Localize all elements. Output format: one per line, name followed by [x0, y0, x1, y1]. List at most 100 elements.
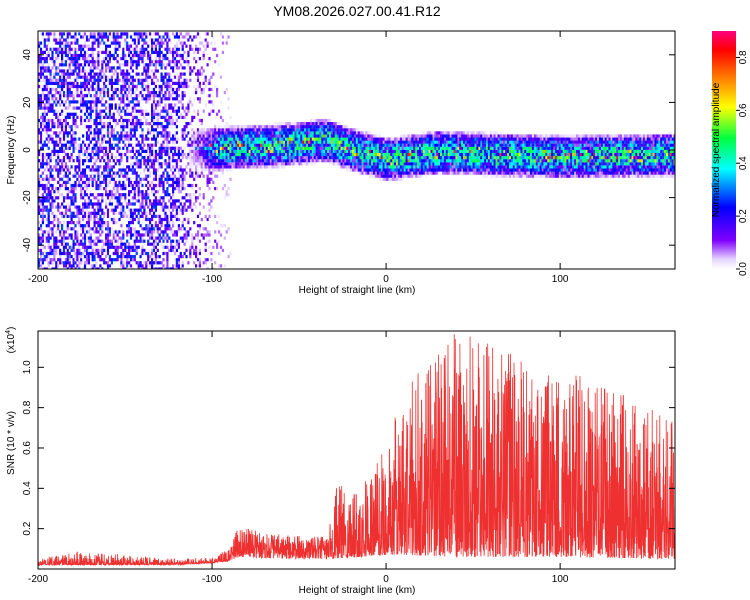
spectrogram-cell — [41, 112, 44, 116]
spectrogram-cell — [91, 211, 94, 215]
spectrogram-cell — [304, 152, 307, 157]
spectrogram-cell — [59, 81, 62, 85]
spectrogram-cell — [57, 53, 60, 58]
spectrogram-cell — [210, 177, 213, 181]
spectrogram-cell — [47, 78, 50, 82]
spectrogram-cell — [292, 122, 295, 126]
spectrogram-cell — [306, 149, 309, 153]
spectrogram-cell — [112, 91, 115, 95]
spectrogram-cell — [87, 125, 90, 129]
spectrogram-cell — [106, 171, 110, 175]
spectrogram-cell — [166, 41, 169, 45]
spectrogram-cell — [129, 183, 133, 188]
spectrogram-cell — [141, 214, 144, 218]
spectrogram-cell — [95, 255, 98, 259]
spectrogram-cell — [120, 57, 123, 61]
spectrogram-cell — [143, 242, 146, 246]
spectrogram-cell — [128, 118, 131, 123]
spectrogram-cell — [53, 78, 56, 82]
spectrogram-cell — [296, 125, 299, 129]
spectrogram-cell — [82, 106, 85, 110]
spectrogram-cell — [143, 81, 146, 85]
spectrogram-cell — [285, 152, 288, 157]
spectrogram-cell — [89, 94, 92, 98]
spectrogram-cell — [55, 47, 58, 51]
spectrogram-cell — [49, 245, 52, 249]
spectrogram-cell — [336, 140, 339, 144]
spectrogram-cell — [183, 202, 186, 206]
spectrogram-cell — [128, 208, 131, 212]
spectrogram-cell — [105, 255, 108, 259]
spectrogram-cell — [340, 137, 343, 141]
spectrogram-cell — [179, 100, 182, 104]
spectrogram-cell — [200, 171, 203, 175]
spectrogram-cell — [198, 72, 201, 76]
spectrogram-cell — [124, 171, 127, 175]
spectrogram-cell — [262, 131, 265, 135]
spectrogram-cell — [225, 156, 228, 160]
spectrogram-cell — [152, 81, 156, 85]
spectrogram-cell — [93, 78, 96, 82]
spectrogram-cell — [93, 60, 96, 64]
spectrogram-cell — [288, 137, 291, 141]
spectrogram-cell — [147, 87, 150, 92]
spectrogram-cell — [147, 137, 150, 141]
spectrogram-cell — [57, 224, 60, 228]
spectrogram-cell — [43, 140, 46, 144]
spectrogram-cell — [62, 118, 66, 123]
spectrogram-cell — [158, 180, 161, 184]
spectrogram-cell — [202, 159, 205, 163]
spectrogram-cell — [122, 180, 125, 184]
spectrogram-cell — [106, 233, 110, 237]
spectrogram-cell — [172, 118, 175, 123]
spectrogram-cell — [93, 103, 96, 107]
spectrogram-cell — [126, 177, 129, 181]
spectrogram-cell — [39, 180, 43, 184]
spectrogram-cell — [124, 255, 127, 259]
spectrogram-cell — [195, 35, 198, 39]
spectrogram-cell — [93, 251, 96, 256]
spectrogram-cell — [80, 196, 83, 200]
spectrogram-cell — [317, 146, 320, 150]
spectrogram-cell — [83, 84, 87, 89]
spectrogram-cell — [298, 140, 301, 144]
spectrogram-cell — [143, 50, 146, 54]
spectrogram-cell — [334, 143, 337, 147]
spectrogram-cell — [80, 171, 83, 175]
spectrogram-cell — [216, 242, 219, 246]
spectrogram-cell — [68, 115, 71, 119]
spectrogram-cell — [70, 211, 73, 215]
spectrogram-cell — [133, 78, 136, 82]
spectrogram-cell — [126, 78, 129, 82]
spectrogram-cell — [108, 140, 111, 144]
spectrogram-cell — [202, 149, 205, 153]
spectrogram-cell — [68, 69, 71, 73]
spectrogram-cell — [93, 143, 96, 147]
spectrogram-cell — [61, 128, 64, 132]
spectrogram-cell — [99, 115, 102, 119]
spectrogram-cell — [124, 94, 127, 98]
spectrogram-cell — [158, 233, 161, 237]
spectrogram-cell — [120, 196, 123, 200]
spectrogram-cell — [218, 162, 221, 166]
spectrogram-cell — [281, 156, 284, 160]
spectrogram-cell — [170, 125, 173, 129]
spectrogram-cell — [112, 115, 115, 119]
spectrogram-cell — [300, 156, 303, 160]
spectrogram-cell — [135, 174, 138, 178]
spectrogram-cell — [158, 261, 161, 265]
spectrogram-cell — [147, 183, 150, 188]
spectrogram-cell — [164, 131, 167, 135]
spectrogram-cell — [248, 159, 251, 163]
spectrogram-cell — [172, 193, 175, 197]
spectrogram-cell — [101, 217, 104, 222]
spectrogram-cell — [61, 50, 64, 54]
spectrogram-cell — [191, 137, 194, 141]
spectrogram-cell — [233, 162, 236, 166]
spectrogram-cell — [313, 118, 316, 123]
spectrogram-cell — [160, 196, 163, 200]
spectrogram-cell — [177, 152, 180, 157]
spectrogram-cells — [38, 32, 675, 269]
spectrogram-cell — [93, 63, 96, 67]
spectrogram-cell — [45, 66, 48, 70]
